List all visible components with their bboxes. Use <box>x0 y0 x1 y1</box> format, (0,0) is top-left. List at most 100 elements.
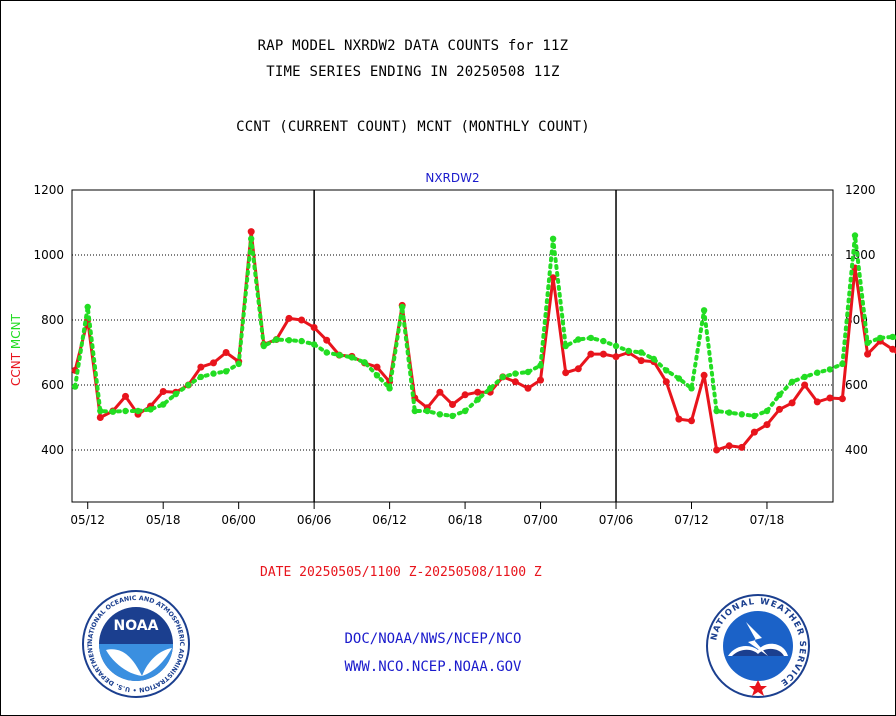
data-point-mcnt <box>436 411 444 418</box>
data-point-mcnt <box>109 408 117 415</box>
data-point-mcnt <box>487 385 494 392</box>
y-tick-label-left: 800 <box>41 313 64 327</box>
data-point-mcnt <box>373 372 381 379</box>
chart-title: NXRDW2 <box>425 171 479 185</box>
data-point-ccnt <box>725 442 733 450</box>
data-point-mcnt <box>562 342 569 350</box>
data-point-ccnt <box>637 357 645 365</box>
data-point-ccnt <box>826 394 834 402</box>
data-point-ccnt <box>122 392 129 400</box>
data-point-mcnt <box>310 341 318 348</box>
data-point-ccnt <box>788 399 796 407</box>
x-tick-label: 07/00 <box>523 513 558 527</box>
data-point-ccnt <box>159 388 167 395</box>
data-point-mcnt <box>197 373 205 381</box>
data-point-mcnt <box>600 337 607 345</box>
data-point-mcnt <box>97 407 104 415</box>
y-axis-label-part: CCNT <box>9 352 23 386</box>
data-point-mcnt <box>122 407 129 415</box>
y-tick-label-left: 1200 <box>33 183 64 197</box>
data-point-ccnt <box>813 398 821 406</box>
data-point-ccnt <box>285 314 293 322</box>
x-tick-label: 07/06 <box>599 513 634 527</box>
data-point-ccnt <box>750 428 758 436</box>
data-point-ccnt <box>373 363 381 371</box>
data-point-ccnt <box>574 365 582 373</box>
data-point-mcnt <box>889 333 896 341</box>
data-point-ccnt <box>662 378 670 386</box>
data-point-mcnt <box>172 390 179 398</box>
data-point-ccnt <box>738 443 746 451</box>
data-point-ccnt <box>587 350 595 358</box>
data-point-ccnt <box>298 316 306 324</box>
data-point-mcnt <box>650 355 657 363</box>
data-point-ccnt <box>449 401 456 408</box>
x-tick-label: 05/18 <box>146 513 181 527</box>
data-point-mcnt <box>575 336 582 343</box>
date-range-label: DATE 20250505/1100 Z-20250508/1100 Z <box>260 565 542 580</box>
y-tick-label-right: 1000 <box>845 248 876 262</box>
data-point-mcnt <box>587 334 595 342</box>
data-point-ccnt <box>801 381 809 389</box>
y-tick-label-left: 1000 <box>33 248 64 262</box>
data-point-ccnt <box>310 324 318 331</box>
data-point-ccnt <box>838 395 846 403</box>
data-point-mcnt <box>260 342 267 350</box>
data-point-mcnt <box>84 303 91 311</box>
data-point-ccnt <box>474 388 482 396</box>
data-point-mcnt <box>612 342 620 350</box>
x-tick-label: 07/18 <box>750 513 785 527</box>
data-point-mcnt <box>210 370 217 377</box>
org-path-label: DOC/NOAA/NWS/NCEP/NCO <box>344 631 522 647</box>
data-point-mcnt <box>449 412 456 420</box>
data-point-mcnt <box>336 351 343 359</box>
series-line-ccnt <box>73 230 896 452</box>
data-point-ccnt <box>524 384 532 392</box>
y-tick-label-right: 400 <box>845 443 868 457</box>
data-point-mcnt <box>688 385 695 392</box>
data-point-mcnt <box>726 409 733 416</box>
data-point-mcnt <box>625 347 632 355</box>
data-point-mcnt <box>361 359 368 366</box>
data-point-ccnt <box>461 391 469 399</box>
data-point-mcnt <box>663 367 670 374</box>
plot-frame <box>71 189 834 503</box>
data-point-ccnt <box>864 350 872 358</box>
data-point-mcnt <box>801 373 808 381</box>
data-point-mcnt <box>864 339 871 346</box>
data-point-ccnt <box>776 405 783 413</box>
data-point-mcnt <box>71 383 79 390</box>
data-point-mcnt <box>738 411 745 418</box>
data-point-mcnt <box>134 407 142 415</box>
x-tick-label: 07/12 <box>674 513 709 527</box>
y-tick-label-left: 400 <box>41 443 64 457</box>
data-point-mcnt <box>713 407 720 415</box>
data-point-mcnt <box>638 349 645 356</box>
data-point-mcnt <box>788 378 796 385</box>
website-link[interactable]: WWW.NCO.NCEP.NOAA.GOV <box>344 659 522 675</box>
data-point-ccnt <box>713 446 721 454</box>
series-line-mcnt <box>73 233 896 418</box>
chart-title-line-1: RAP MODEL NXRDW2 DATA COUNTS for 11Z <box>257 38 569 54</box>
data-point-mcnt <box>160 401 167 408</box>
data-point-mcnt <box>386 385 393 392</box>
y-tick-label-right: 1200 <box>845 183 876 197</box>
data-point-ccnt <box>222 349 230 356</box>
y-axis-label: CCNT MCNT <box>9 313 23 386</box>
data-point-mcnt <box>461 407 469 415</box>
data-point-ccnt <box>612 353 620 361</box>
data-point-mcnt <box>700 307 708 314</box>
x-tick-label: 06/12 <box>372 513 407 527</box>
data-point-mcnt <box>235 360 242 368</box>
nws-logo-icon: NATIONAL WEATHER SERVICE <box>706 594 810 698</box>
data-point-mcnt <box>273 336 280 343</box>
data-point-ccnt <box>511 378 519 386</box>
y-tick-label-right: 600 <box>845 378 868 392</box>
data-point-ccnt <box>247 228 255 236</box>
noaa-logo-icon: NOAA NATIONAL OCEANIC AND ATMOSPHERIC AD… <box>82 590 190 698</box>
data-point-mcnt <box>512 370 519 377</box>
x-tick-label: 06/18 <box>448 513 483 527</box>
y-axis-label-part: MCNT <box>9 313 23 353</box>
data-point-ccnt <box>688 417 695 425</box>
x-tick-label: 06/00 <box>221 513 256 527</box>
